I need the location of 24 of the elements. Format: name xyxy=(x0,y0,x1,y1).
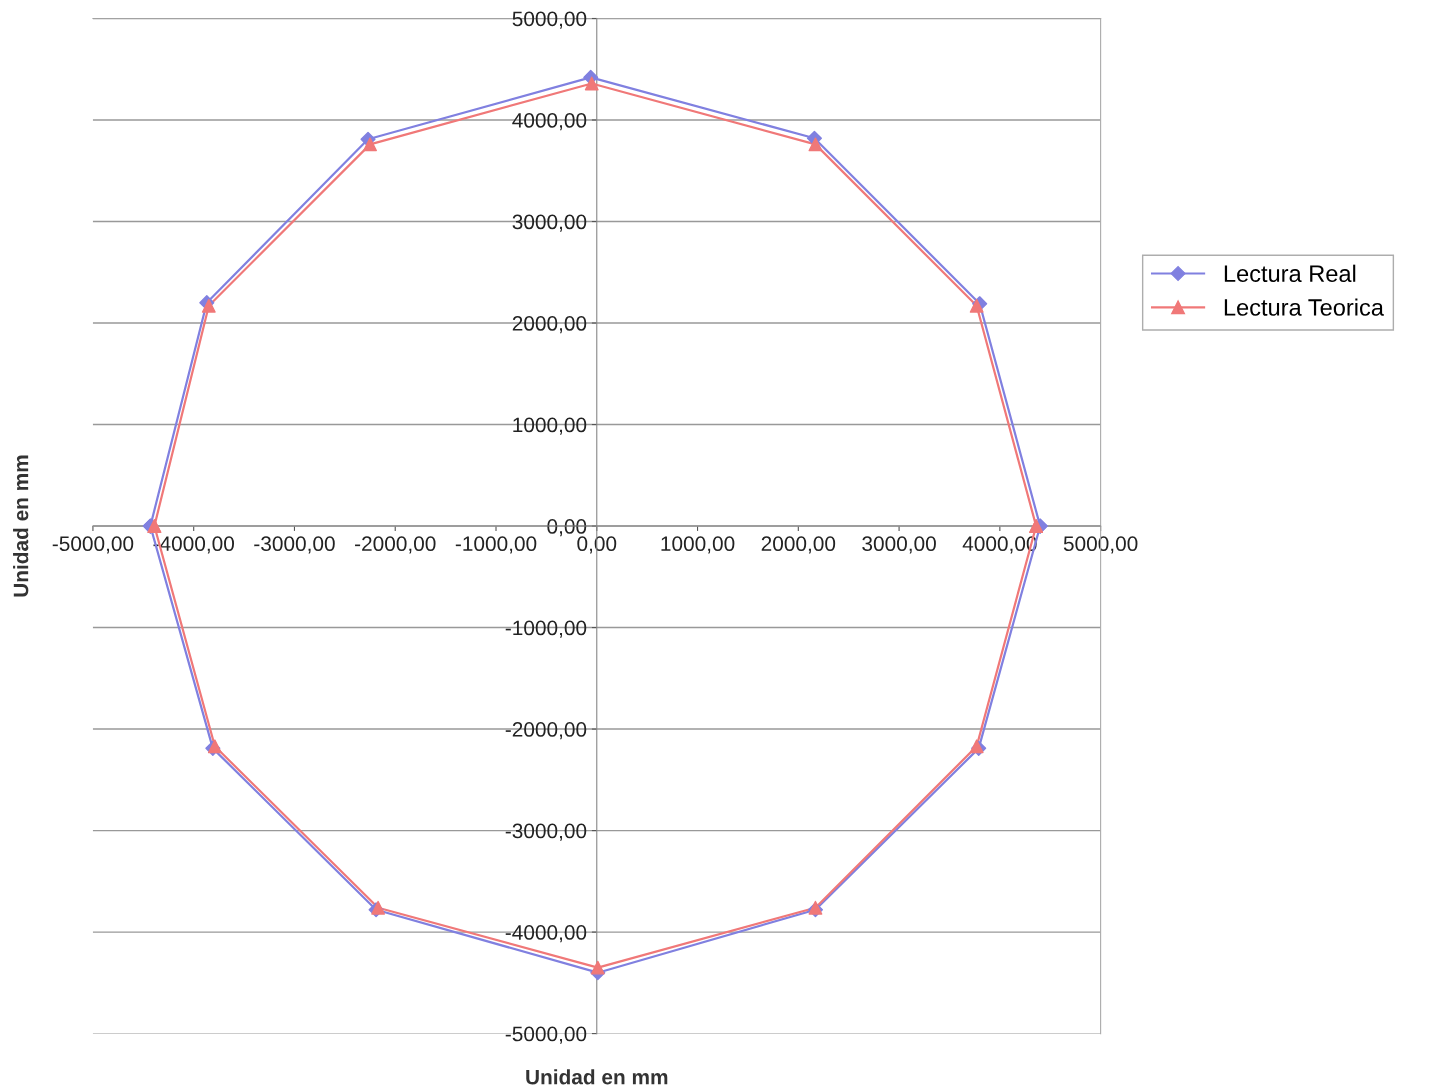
x-tick-label: 5000,00 xyxy=(1063,536,1138,554)
x-axis-title: Unidad en mm xyxy=(526,1069,668,1085)
x-tick-label: 2000,00 xyxy=(761,536,836,554)
legend-label: Lectura Real xyxy=(1224,264,1356,282)
x-tick-label: -5000,00 xyxy=(52,536,134,554)
y-tick-label: -4000,00 xyxy=(505,925,587,943)
x-tick-label: -3000,00 xyxy=(254,536,335,554)
y-tick-label: 3000,00 xyxy=(512,214,587,232)
y-tick-label: -5000,00 xyxy=(505,1026,587,1044)
x-tick-label: -2000,00 xyxy=(355,536,436,554)
y-axis-title: Unidad en mm xyxy=(13,455,29,597)
y-tick-label: -3000,00 xyxy=(505,823,587,841)
x-tick-label: 3000,00 xyxy=(862,536,936,554)
y-tick-label: 0,00 xyxy=(547,519,587,537)
x-tick-label: 1000,00 xyxy=(661,536,735,554)
x-tick-label: -1000,00 xyxy=(455,536,537,554)
y-tick-label: -1000,00 xyxy=(505,620,587,638)
y-tick-label: -2000,00 xyxy=(505,722,587,740)
x-tick-label: 0,00 xyxy=(577,536,617,554)
y-tick-label: 5000,00 xyxy=(512,11,587,29)
y-tick-label: 2000,00 xyxy=(512,316,587,334)
legend-label: Lectura Teorica xyxy=(1224,298,1384,316)
y-tick-label: 4000,00 xyxy=(512,113,587,131)
y-tick-label: 1000,00 xyxy=(513,417,587,435)
